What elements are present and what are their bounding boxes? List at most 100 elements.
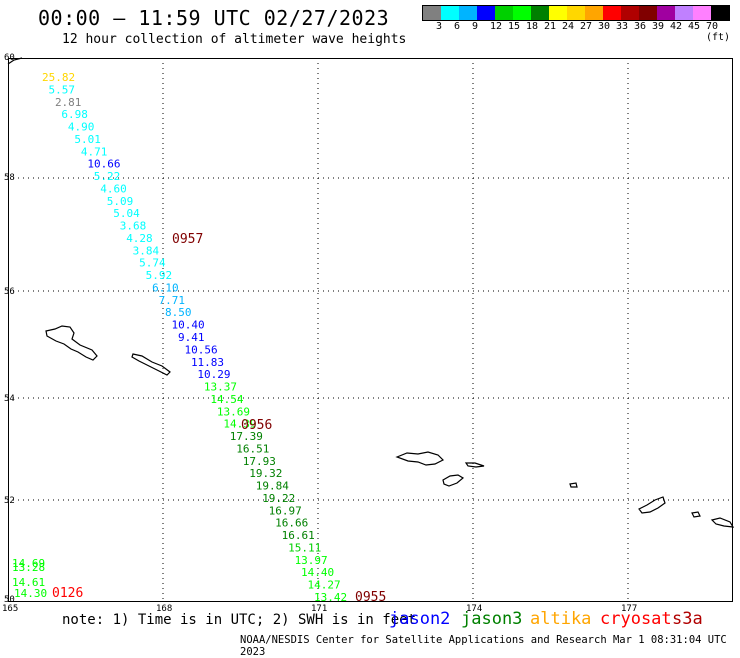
color-scale-label: 36	[634, 21, 647, 32]
swh-reading: 13.42	[314, 591, 347, 604]
map-frame	[8, 58, 733, 602]
swh-reading: 16.51	[236, 442, 269, 455]
legend-jason2: jason2	[389, 609, 451, 629]
island-east-small2	[442, 474, 465, 487]
color-swatch	[567, 6, 585, 20]
credit-footer: NOAA/NESDIS Center for Satellite Applica…	[240, 634, 727, 658]
lon-label: 171	[311, 604, 327, 614]
color-scale-label: 70 (ft)	[706, 21, 731, 43]
swh-reading: 14.54	[210, 393, 243, 406]
map-grid	[8, 58, 733, 602]
color-scale-label: 42	[670, 21, 683, 32]
swh-reading: 5.09	[107, 195, 134, 208]
lon-label: 174	[466, 604, 482, 614]
swh-reading: 10.66	[87, 158, 120, 171]
color-scale-label: 33	[616, 21, 629, 32]
swh-reading: 13.69	[217, 405, 250, 418]
lat-label: 50	[4, 595, 15, 605]
swh-reading: 25.82	[42, 71, 75, 84]
color-swatch	[603, 6, 621, 20]
island-mid	[131, 353, 171, 376]
color-scale-label: 15	[508, 21, 521, 32]
swh-reading: 16.66	[275, 517, 308, 530]
swh-reading: 14.69	[12, 557, 45, 570]
swh-reading: 15.11	[288, 541, 321, 554]
coast-top	[7, 57, 23, 65]
color-scale-label: 45	[688, 21, 701, 32]
swh-reading: 3.68	[120, 220, 147, 233]
color-scale-label: 39	[652, 21, 665, 32]
swh-reading: 4.71	[81, 145, 108, 158]
color-swatch	[477, 6, 495, 20]
color-scale-label: 3	[436, 21, 443, 32]
swh-reading: 4.90	[68, 121, 95, 134]
swh-reading: 5.57	[48, 83, 75, 96]
lon-label: 177	[621, 604, 637, 614]
swh-reading: 13.28	[12, 561, 45, 574]
swh-reading: 19.84	[256, 480, 289, 493]
swh-reading: 19.22	[262, 492, 295, 505]
island-far-east2	[691, 511, 701, 518]
color-swatch	[495, 6, 513, 20]
color-scale-label: 9	[472, 21, 479, 32]
pass-time-label: 0957	[172, 232, 203, 247]
lon-label: 168	[156, 604, 172, 614]
color-scale-label: 6	[454, 21, 461, 32]
color-swatch	[441, 6, 459, 20]
swh-reading: 10.29	[197, 368, 230, 381]
swh-reading: 14.39	[223, 418, 256, 431]
page-title: 00:00 – 11:59 UTC 02/27/2023	[38, 6, 390, 30]
swh-reading: 14.27	[308, 579, 341, 592]
island-east-main	[395, 451, 445, 466]
legend-cryosat: cryosat	[600, 609, 672, 629]
swh-reading: 8.50	[165, 306, 192, 319]
color-swatch	[549, 6, 567, 20]
lon-label: 165	[2, 604, 18, 614]
color-swatch	[585, 6, 603, 20]
swh-reading: 6.98	[61, 108, 88, 121]
lat-label: 58	[4, 173, 15, 183]
swh-reading: 5.01	[74, 133, 101, 146]
color-swatch	[693, 6, 711, 20]
swh-reading: 3.84	[133, 244, 160, 257]
swh-reading: 7.71	[159, 294, 186, 307]
color-scale-label: 24	[562, 21, 575, 32]
swh-reading: 5.22	[94, 170, 121, 183]
color-swatch	[711, 6, 729, 20]
swh-reading: 16.97	[269, 504, 302, 517]
swh-reading: 14.61	[12, 576, 45, 589]
color-swatch	[459, 6, 477, 20]
color-swatch	[423, 6, 441, 20]
island-east-small1	[464, 462, 485, 468]
swh-reading: 16.61	[282, 529, 315, 542]
island-far-east1	[638, 496, 666, 514]
swh-reading: 14.30	[14, 587, 47, 600]
color-swatch	[639, 6, 657, 20]
swh-reading: 5.74	[139, 257, 166, 270]
swh-reading: 13.37	[204, 381, 237, 394]
color-swatch	[531, 6, 549, 20]
color-scale-bar	[422, 5, 730, 21]
color-scale-label: 18	[526, 21, 539, 32]
island-east-small3	[569, 482, 578, 488]
color-scale-label: 21	[544, 21, 557, 32]
color-swatch	[621, 6, 639, 20]
color-scale-label: 30	[598, 21, 611, 32]
swh-reading: 9.41	[178, 331, 205, 344]
page-subtitle: 12 hour collection of altimeter wave hei…	[62, 32, 407, 47]
legend-altika: altika	[530, 609, 592, 629]
pass-time-label: 0956	[241, 418, 272, 433]
island-west	[45, 325, 98, 361]
color-scale-label: 12	[490, 21, 503, 32]
swh-reading: 10.56	[184, 343, 217, 356]
legend-jason3: jason3	[461, 609, 523, 629]
swh-reading: 6.10	[152, 281, 179, 294]
color-swatch	[513, 6, 531, 20]
swh-reading: 19.32	[249, 467, 282, 480]
color-swatch	[657, 6, 675, 20]
lat-label: 54	[4, 394, 15, 404]
color-swatch	[675, 6, 693, 20]
lat-label: 60	[4, 53, 15, 63]
swh-reading: 5.92	[146, 269, 173, 282]
swh-reading: 4.60	[100, 182, 127, 195]
